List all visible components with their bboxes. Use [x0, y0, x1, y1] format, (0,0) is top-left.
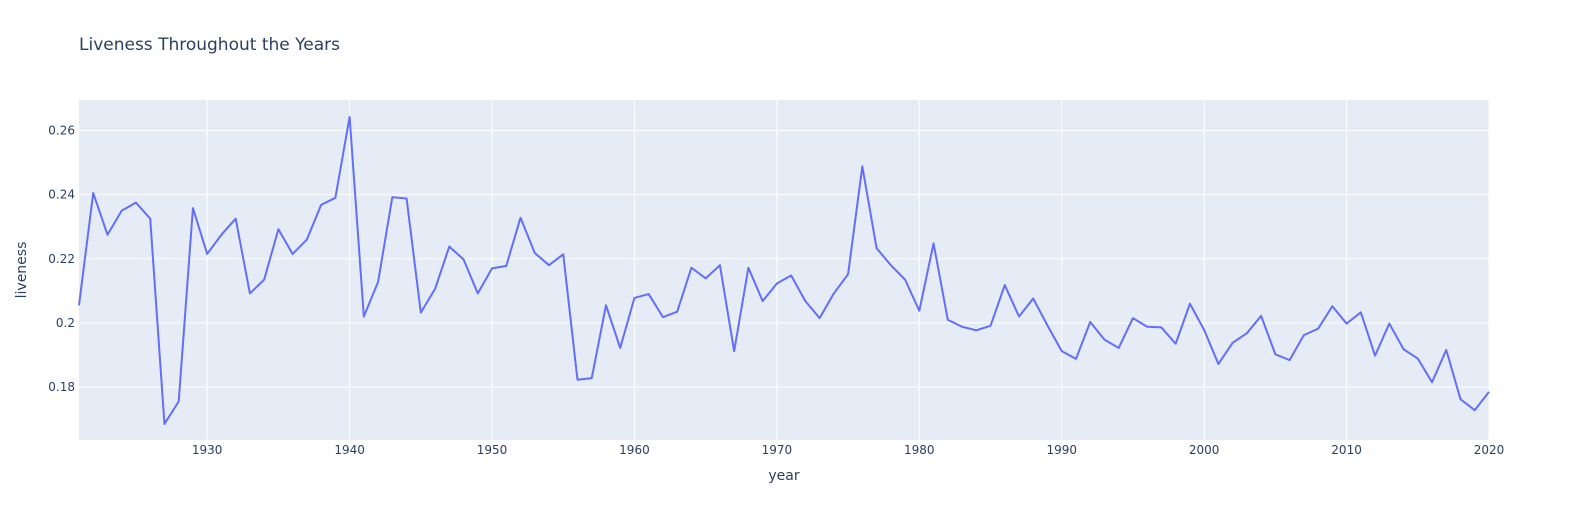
x-tick-label: 2010	[1331, 443, 1362, 457]
series-layer	[78, 116, 1490, 425]
series-line	[78, 116, 1490, 425]
y-axis-title: liveness	[14, 242, 30, 299]
y-axis-ticks: 0.18 0.2 0.22 0.24 0.26	[48, 123, 75, 394]
chart-title: Liveness Throughout the Years	[79, 35, 340, 55]
x-tick-label: 1940	[334, 443, 365, 457]
plot-area	[79, 100, 1489, 440]
x-tick-label: 1990	[1046, 443, 1077, 457]
gridlines	[79, 100, 1490, 440]
y-tick-label: 0.18	[48, 380, 75, 394]
x-axis-title: year	[768, 468, 799, 484]
x-tick-label: 1950	[477, 443, 508, 457]
y-tick-label: 0.2	[56, 316, 75, 330]
y-tick-label: 0.26	[48, 123, 75, 137]
x-tick-label: 2020	[1474, 443, 1505, 457]
y-tick-label: 0.22	[48, 252, 75, 266]
x-tick-label: 1980	[904, 443, 935, 457]
y-tick-label: 0.24	[48, 188, 75, 202]
x-tick-label: 1930	[192, 443, 223, 457]
x-tick-label: 1960	[619, 443, 650, 457]
x-tick-label: 1970	[762, 443, 793, 457]
x-axis-ticks: 1930 1940 1950 1960 1970 1980 1990 2000 2010 2020	[192, 443, 1504, 457]
x-tick-label: 2000	[1189, 443, 1220, 457]
